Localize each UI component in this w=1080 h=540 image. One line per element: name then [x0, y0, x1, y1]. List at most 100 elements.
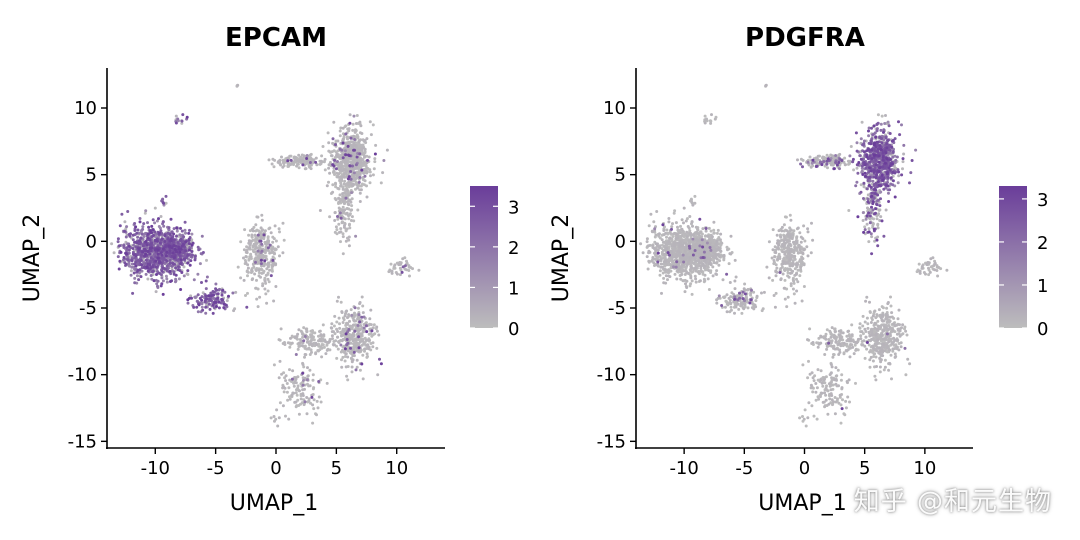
cell-point: [316, 406, 320, 410]
cell-point: [818, 395, 822, 399]
cell-point: [333, 173, 336, 176]
cell-point: [269, 416, 273, 420]
cell-point: [791, 287, 795, 291]
cell-point: [353, 338, 357, 342]
cell-point: [318, 329, 322, 333]
cell-point: [302, 339, 306, 343]
cell-point: [186, 261, 190, 265]
cell-point: [169, 217, 173, 221]
cell-point: [366, 158, 369, 162]
cell-point: [331, 183, 335, 187]
cell-point: [251, 229, 255, 233]
cell-point: [341, 156, 345, 160]
cell-point: [149, 249, 153, 253]
cell-point: [349, 208, 353, 212]
cell-point: [361, 353, 365, 357]
cell-point: [342, 329, 346, 333]
cell-point: [373, 160, 377, 164]
cell-point: [327, 149, 331, 153]
cell-point: [300, 344, 304, 348]
cell-point: [352, 318, 356, 322]
cell-point: [171, 251, 175, 255]
cell-point: [158, 226, 162, 230]
cell-point: [304, 327, 308, 331]
cell-point: [387, 270, 391, 274]
cell-point: [216, 292, 220, 296]
cell-point: [133, 222, 137, 225]
cell-point: [363, 179, 367, 183]
cell-point: [348, 113, 352, 117]
cell-point: [349, 308, 353, 312]
cell-point: [344, 196, 348, 200]
cell-point: [323, 157, 327, 161]
cell-point: [333, 158, 336, 162]
cell-point: [259, 267, 263, 271]
cell-point: [268, 226, 272, 230]
cell-point: [906, 357, 910, 361]
cell-point: [315, 343, 318, 347]
cell-point: [133, 281, 137, 285]
cell-point: [363, 174, 367, 178]
cell-point: [231, 291, 235, 295]
cell-point: [339, 183, 343, 187]
cell-point: [347, 193, 351, 197]
cell-point: [254, 246, 258, 250]
cell-point: [846, 395, 850, 399]
cell-point: [242, 248, 246, 252]
cell-point: [191, 253, 194, 257]
cell-point: [127, 248, 131, 252]
cell-point: [354, 368, 358, 372]
cell-point: [771, 278, 775, 282]
cell-point: [272, 237, 276, 241]
cell-point: [361, 377, 365, 381]
cell-point: [320, 154, 324, 158]
cell-point: [139, 275, 143, 279]
cell-point: [354, 177, 358, 181]
cell-point: [771, 228, 775, 232]
cell-point: [279, 327, 283, 331]
cell-point: [849, 145, 853, 148]
cell-point: [244, 255, 248, 258]
cell-point: [282, 238, 286, 242]
cell-point: [876, 113, 880, 117]
cell-point: [169, 280, 172, 283]
cell-point: [311, 329, 314, 333]
cell-point: [301, 383, 305, 387]
cell-point: [272, 415, 276, 418]
cell-point: [192, 278, 196, 282]
cell-point: [352, 350, 356, 354]
legend-colorbar: [470, 186, 498, 328]
cell-point: [242, 278, 246, 282]
cell-point: [369, 332, 373, 336]
cell-point: [863, 320, 867, 324]
cell-point: [823, 353, 827, 356]
cell-point: [335, 299, 339, 303]
cell-point: [350, 215, 354, 219]
cell-point: [260, 218, 264, 222]
cell-point: [163, 240, 167, 243]
cell-point: [172, 256, 176, 260]
cell-point: [325, 184, 329, 188]
cell-point: [288, 395, 291, 399]
cell-point: [646, 267, 650, 271]
cell-point: [277, 338, 281, 342]
cell-point: [336, 215, 339, 218]
cell-point: [359, 324, 363, 327]
cell-point: [334, 181, 337, 185]
cell-point: [363, 347, 366, 351]
cell-point: [208, 307, 212, 311]
cell-point: [345, 136, 349, 139]
cell-point: [204, 305, 208, 309]
cell-point: [291, 369, 295, 373]
cell-point: [185, 115, 189, 119]
cell-point: [264, 242, 268, 246]
cell-point: [170, 246, 174, 250]
cell-point: [254, 260, 257, 264]
cell-point: [281, 404, 285, 408]
cell-point: [325, 348, 329, 352]
cell-point: [187, 242, 191, 246]
epcam-panel: -10 -5 0 5 101050-5-10-15EPCAMUMAP_1UMAP_232…: [20, 23, 519, 516]
cell-point: [179, 237, 183, 241]
cell-point: [348, 319, 351, 323]
cell-point: [341, 126, 345, 130]
